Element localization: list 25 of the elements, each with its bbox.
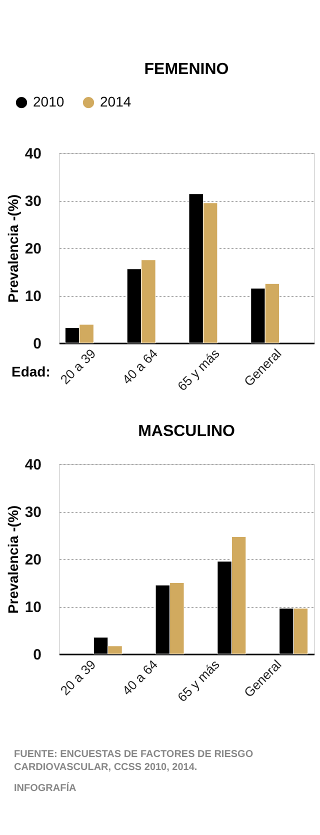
x-axis-title: Edad: [12,364,50,380]
y-axis-title: Prevalencia -(%) [4,505,21,614]
x-tick-label: 40 a 64 [119,346,161,388]
y-tick-label: 30 [24,504,42,521]
y-tick-label: 0 [33,336,42,352]
y-tick-label: 30 [24,193,42,210]
text: INFOGRAFÍA [14,782,76,794]
y-axis-title: Prevalencia -(%) [4,194,21,303]
y-tick-label: 10 [24,288,42,305]
source-note: FUENTE: ENCUESTAS DE FACTORES DE RIESGO CARDIOVASCULAR, CCSS 2010, 2014. [14,749,254,773]
y-tick-label: 10 [24,599,42,616]
x-tick-label: 65 y más [174,345,223,394]
y-tick-label: 40 [24,456,42,474]
y-tick-label: 40 [24,146,42,162]
y-tick-label: 20 [24,240,42,258]
x-tick-label: 20 a 39 [57,346,99,388]
x-tick-label: 40 a 64 [119,656,161,698]
y-tick-label: 0 [33,646,42,664]
chart-title: FEMENINO [144,61,229,78]
x-tick-label: 20 a 39 [57,656,99,698]
chart-title: MASCULINO [138,423,235,440]
y-tick-label: 20 [24,552,42,568]
legend-label: 2010 [33,94,64,110]
legend-label: 2014 [100,94,132,110]
x-tick-label: 65 y más [174,656,223,705]
